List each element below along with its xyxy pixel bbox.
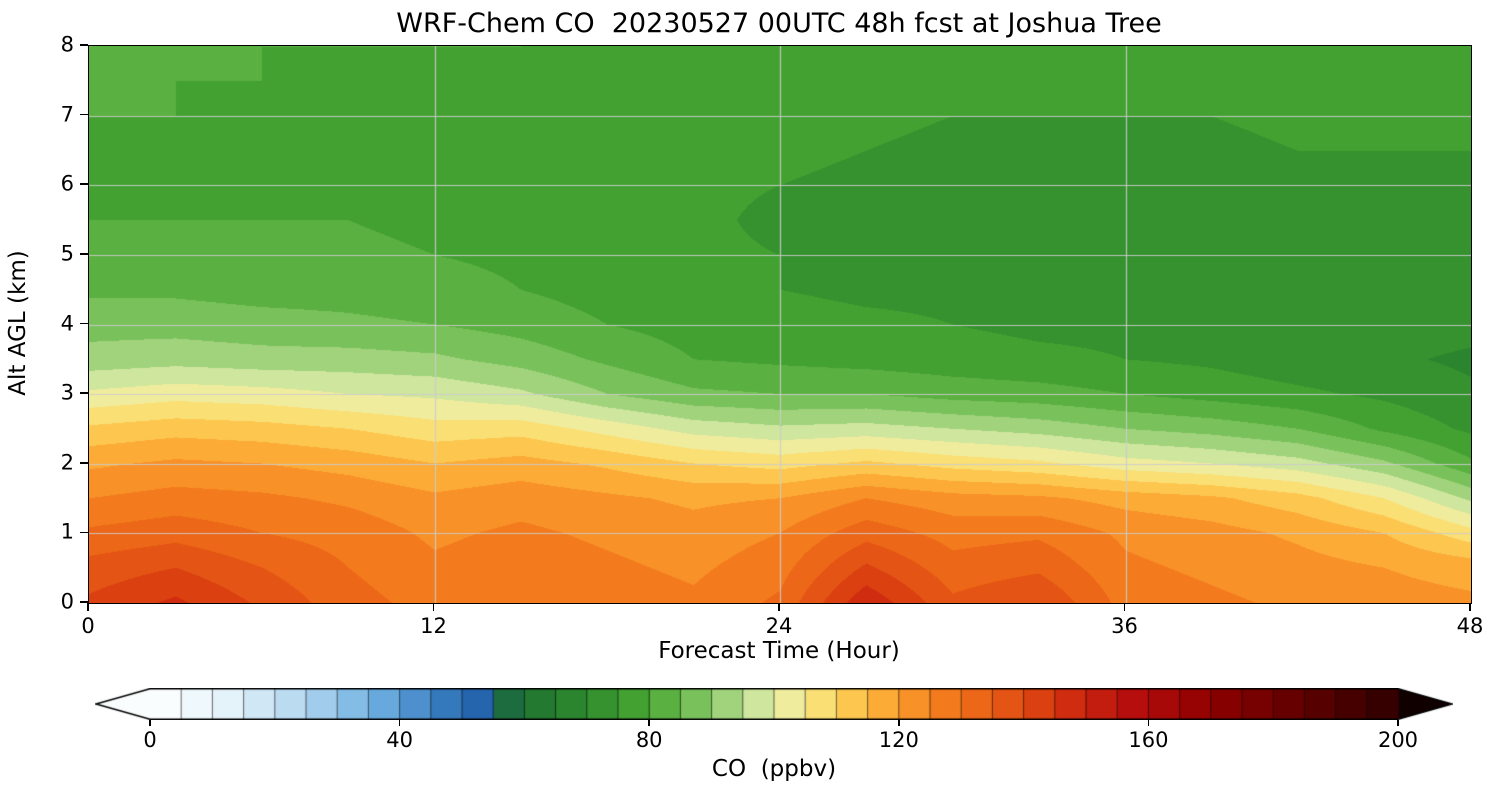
colorbar-label: CO (ppbv) xyxy=(711,756,837,782)
y-tick-mark-5 xyxy=(80,253,88,255)
colorbar-tick-label-200: 200 xyxy=(1377,728,1419,752)
colorbar-tick-label-160: 160 xyxy=(1128,728,1169,752)
plot-area xyxy=(88,45,1472,604)
x-tick-label-0: 0 xyxy=(81,614,95,638)
y-tick-label-4: 4 xyxy=(60,311,74,336)
colorbar-canvas xyxy=(95,688,1453,720)
colorbar-tick-mark-80 xyxy=(648,720,650,726)
colorbar-tick-label-0: 0 xyxy=(143,728,157,752)
x-tick-label-24: 24 xyxy=(765,614,793,638)
colorbar-tick-label-40: 40 xyxy=(386,728,413,752)
colorbar-tick-label-120: 120 xyxy=(878,728,919,752)
colorbar-tick-mark-160 xyxy=(1147,720,1150,726)
y-tick-label-5: 5 xyxy=(60,241,74,266)
colorbar-tick-label-80: 80 xyxy=(635,728,663,752)
y-tick-mark-7 xyxy=(80,113,88,116)
y-tick-label-7: 7 xyxy=(60,102,74,127)
y-tick-label-6: 6 xyxy=(60,171,74,196)
x-tick-mark-48 xyxy=(1469,603,1471,611)
x-tick-mark-24 xyxy=(778,603,780,611)
y-tick-mark-2 xyxy=(80,461,88,464)
chart-title: WRF-Chem CO 20230527 00UTC 48h fcst at J… xyxy=(396,8,1162,39)
y-tick-mark-1 xyxy=(80,531,88,534)
colorbar-tick-mark-40 xyxy=(398,720,401,726)
y-tick-label-0: 0 xyxy=(60,589,74,614)
y-tick-label-8: 8 xyxy=(60,32,74,57)
x-tick-mark-12 xyxy=(432,603,435,611)
y-tick-mark-0 xyxy=(80,601,88,603)
y-tick-mark-4 xyxy=(80,322,88,325)
y-tick-label-1: 1 xyxy=(60,519,74,544)
x-tick-label-48: 48 xyxy=(1456,614,1484,638)
y-tick-mark-8 xyxy=(80,44,88,46)
y-tick-label-2: 2 xyxy=(60,450,74,475)
x-tick-mark-0 xyxy=(87,603,89,611)
colorbar-tick-mark-0 xyxy=(149,720,151,726)
y-tick-label-3: 3 xyxy=(60,380,74,405)
colorbar-tick-mark-120 xyxy=(898,720,900,726)
colorbar-tick-mark-200 xyxy=(1397,720,1399,726)
x-axis-label: Forecast Time (Hour) xyxy=(658,638,900,664)
contour-plot-canvas xyxy=(89,46,1471,603)
x-tick-label-12: 12 xyxy=(420,614,447,638)
x-tick-label-36: 36 xyxy=(1111,614,1138,638)
y-tick-mark-3 xyxy=(80,392,88,394)
x-tick-mark-36 xyxy=(1123,603,1126,611)
y-tick-mark-6 xyxy=(80,183,88,186)
